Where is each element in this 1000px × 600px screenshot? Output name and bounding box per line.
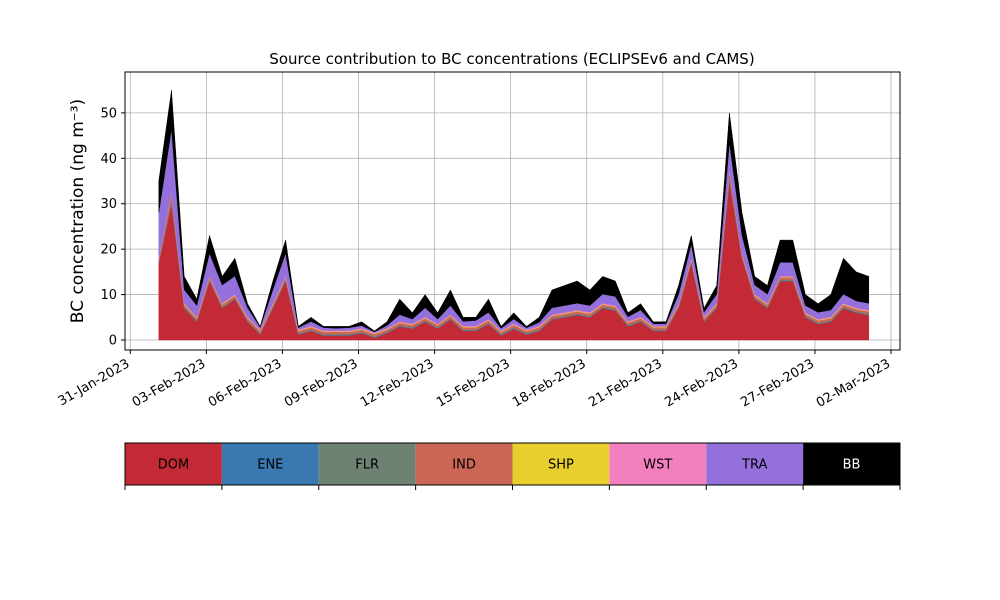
y-tick-label: 20 xyxy=(100,243,117,258)
legend-swatch xyxy=(706,443,804,485)
x-tick-label: 15-Feb-2023 xyxy=(434,356,513,410)
legend-frame xyxy=(124,442,901,486)
legend-swatch xyxy=(318,443,416,485)
legend-label: IND xyxy=(452,458,476,473)
legend-swatch xyxy=(415,443,513,485)
legend-swatch xyxy=(125,443,222,485)
x-tick-label: 24-Feb-2023 xyxy=(662,356,741,410)
legend-label: FLR xyxy=(355,458,379,473)
x-tick-label: 03-Feb-2023 xyxy=(130,356,209,410)
y-tick-label: 40 xyxy=(100,152,117,167)
x-tick-label: 18-Feb-2023 xyxy=(510,356,589,410)
legend-label: WST xyxy=(643,458,672,473)
legend-label: TRA xyxy=(741,458,767,473)
legend-label: BB xyxy=(843,458,861,473)
legend-label: DOM xyxy=(158,458,189,473)
x-tick-label: 21-Feb-2023 xyxy=(586,356,665,410)
x-tick-label: 09-Feb-2023 xyxy=(282,356,361,410)
legend-swatch xyxy=(512,443,610,485)
x-tick-label: 06-Feb-2023 xyxy=(206,356,285,410)
legend-swatch xyxy=(609,443,707,485)
plot-frame xyxy=(124,71,901,351)
area-bb xyxy=(158,90,870,333)
legend-swatch xyxy=(803,443,900,485)
y-tick-label: 50 xyxy=(100,106,117,121)
chart-title: Source contribution to BC concentrations… xyxy=(269,50,754,68)
legend-label: ENE xyxy=(257,458,283,473)
x-tick-label: 27-Feb-2023 xyxy=(738,356,817,410)
x-tick-label: 12-Feb-2023 xyxy=(358,356,437,410)
legend-label: SHP xyxy=(548,458,574,473)
y-tick-label: 0 xyxy=(109,334,117,349)
y-axis-label: BC concentration (ng m⁻³) xyxy=(68,99,88,323)
x-tick-label: 31-Jan-2023 xyxy=(56,356,133,409)
y-tick-label: 10 xyxy=(100,288,117,303)
y-tick-label: 30 xyxy=(100,197,117,212)
x-tick-label: 02-Mar-2023 xyxy=(814,356,893,410)
legend-swatch xyxy=(221,443,319,485)
